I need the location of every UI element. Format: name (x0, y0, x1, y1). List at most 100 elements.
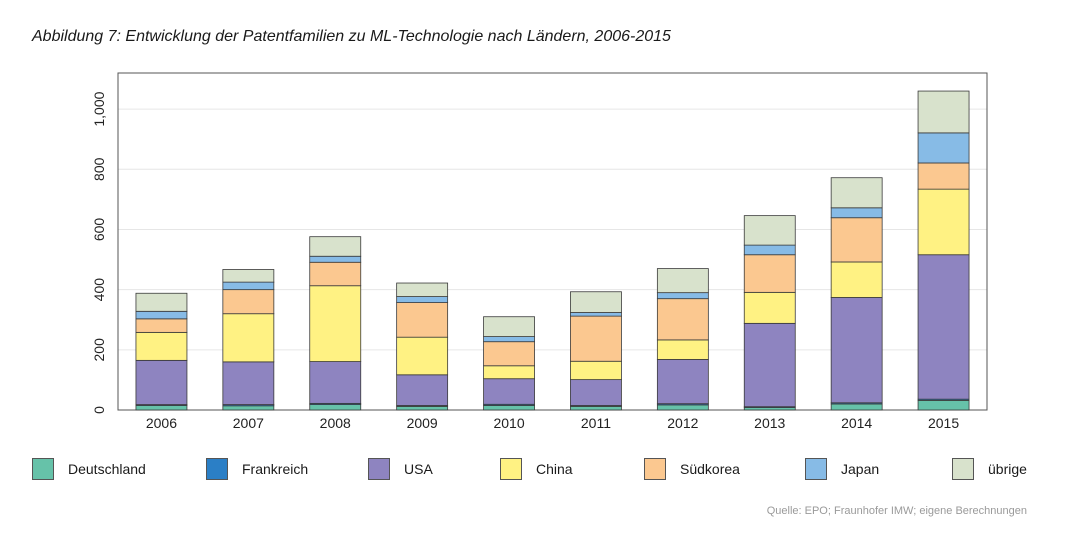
legend-label: übrige (988, 461, 1027, 477)
legend-label: Südkorea (680, 461, 740, 477)
bar-segment-deutschland (656, 404, 709, 411)
bar-segment-deutschland (309, 404, 362, 411)
bar-segment-südkorea (135, 318, 188, 333)
legend-item: Südkorea (644, 456, 740, 482)
x-tick-label: 2009 (407, 415, 438, 431)
chart-title: Abbildung 7: Entwicklung der Patentfamil… (32, 28, 671, 45)
legend-item: USA (368, 456, 433, 482)
bar-segment-japan (483, 336, 535, 343)
bar-segment-japan (830, 207, 883, 219)
legend-label: Frankreich (242, 461, 309, 477)
bar-segment-usa (222, 361, 275, 405)
bar-segment-japan (222, 281, 275, 291)
bar-segment-usa (135, 359, 188, 405)
bar-segment-übrige (917, 90, 970, 134)
bar-segment-usa (309, 361, 362, 404)
x-tick-label: 2014 (841, 415, 872, 431)
bar-segment-übrige (135, 292, 188, 312)
legend-swatch (206, 458, 228, 480)
bar-segment-china (396, 336, 449, 376)
bar-segment-übrige (309, 236, 362, 257)
bar-segment-japan (309, 255, 362, 263)
bar-segment-südkorea (917, 162, 970, 190)
y-tick-label: 200 (91, 338, 107, 362)
legend-item: übrige (952, 456, 1027, 482)
bar-segment-china (570, 360, 622, 381)
legend-label: Japan (841, 461, 880, 477)
plot-frame (117, 72, 988, 411)
bar-segment-usa (830, 297, 883, 404)
legend-swatch (368, 458, 390, 480)
bar-segment-deutschland (570, 405, 622, 411)
bar-segment-südkorea (396, 302, 449, 338)
bar-segment-deutschland (830, 403, 883, 411)
legend-item: Frankreich (206, 456, 308, 482)
bar-segment-deutschland (917, 399, 970, 411)
x-tick-label: 2015 (928, 415, 959, 431)
legend-swatch (952, 458, 974, 480)
legend-item: Japan (805, 456, 879, 482)
legend-item: China (500, 456, 573, 482)
legend-swatch (805, 458, 827, 480)
legend-label: USA (404, 461, 433, 477)
bar-segment-südkorea (309, 261, 362, 287)
legend-label: China (536, 461, 573, 477)
bar-segment-china (743, 291, 796, 324)
x-tick-label: 2013 (754, 415, 785, 431)
legend-swatch (32, 458, 54, 480)
y-tick-label: 400 (91, 278, 107, 302)
legend-item: Deutschland (32, 456, 146, 482)
legend-swatch (500, 458, 522, 480)
bar-segment-china (830, 261, 883, 298)
bar-segment-japan (396, 296, 449, 303)
x-tick-label: 2010 (493, 415, 524, 431)
bar-segment-südkorea (656, 298, 709, 341)
bar-segment-china (483, 365, 535, 380)
x-tick-label: 2008 (320, 415, 351, 431)
bar-segment-deutschland (396, 405, 449, 411)
x-tick-label: 2007 (233, 415, 264, 431)
bar-segment-china (656, 339, 709, 360)
bar-segment-usa (917, 254, 970, 400)
bar-segment-usa (396, 374, 449, 406)
bar-segment-übrige (743, 215, 796, 246)
bar-segment-usa (570, 379, 622, 406)
bar-segment-usa (656, 359, 709, 405)
y-tick-label: 1,000 (91, 91, 107, 126)
bar-segment-übrige (222, 269, 275, 283)
bar-segment-übrige (830, 177, 883, 209)
bar-segment-usa (743, 322, 796, 408)
bar-segment-südkorea (222, 289, 275, 315)
bar-segment-südkorea (570, 315, 622, 362)
bar-segment-japan (570, 312, 622, 317)
bar-segment-übrige (656, 268, 709, 294)
bar-segment-usa (483, 378, 535, 405)
bar-segment-china (309, 285, 362, 362)
y-tick-label: 600 (91, 218, 107, 242)
bar-segment-südkorea (483, 341, 535, 367)
x-tick-label: 2012 (667, 415, 698, 431)
bar-segment-japan (135, 310, 188, 320)
bar-segment-deutschland (135, 405, 188, 411)
bar-segment-übrige (396, 282, 449, 297)
legend-swatch (644, 458, 666, 480)
bar-segment-südkorea (830, 217, 883, 263)
x-tick-label: 2006 (146, 415, 177, 431)
bar-segment-japan (743, 244, 796, 256)
legend: Deutschland Frankreich USA China Südkorea Jap… (32, 456, 1042, 486)
bar-segment-übrige (570, 291, 622, 313)
bar-segment-südkorea (743, 254, 796, 293)
bar-segment-deutschland (483, 405, 535, 411)
bar-segment-japan (656, 292, 709, 300)
bar-segment-übrige (483, 316, 535, 337)
bar-segment-china (917, 188, 970, 256)
source-note: Quelle: EPO; Fraunhofer IMW; eigene Bere… (766, 505, 1027, 517)
x-tick-label: 2011 (581, 415, 611, 431)
bar-segment-china (222, 313, 275, 363)
bar-segment-japan (917, 132, 970, 164)
bar-segment-deutschland (222, 405, 275, 411)
y-tick-label: 800 (91, 157, 107, 181)
legend-label: Deutschland (68, 461, 146, 477)
y-tick-label: 0 (91, 406, 107, 414)
